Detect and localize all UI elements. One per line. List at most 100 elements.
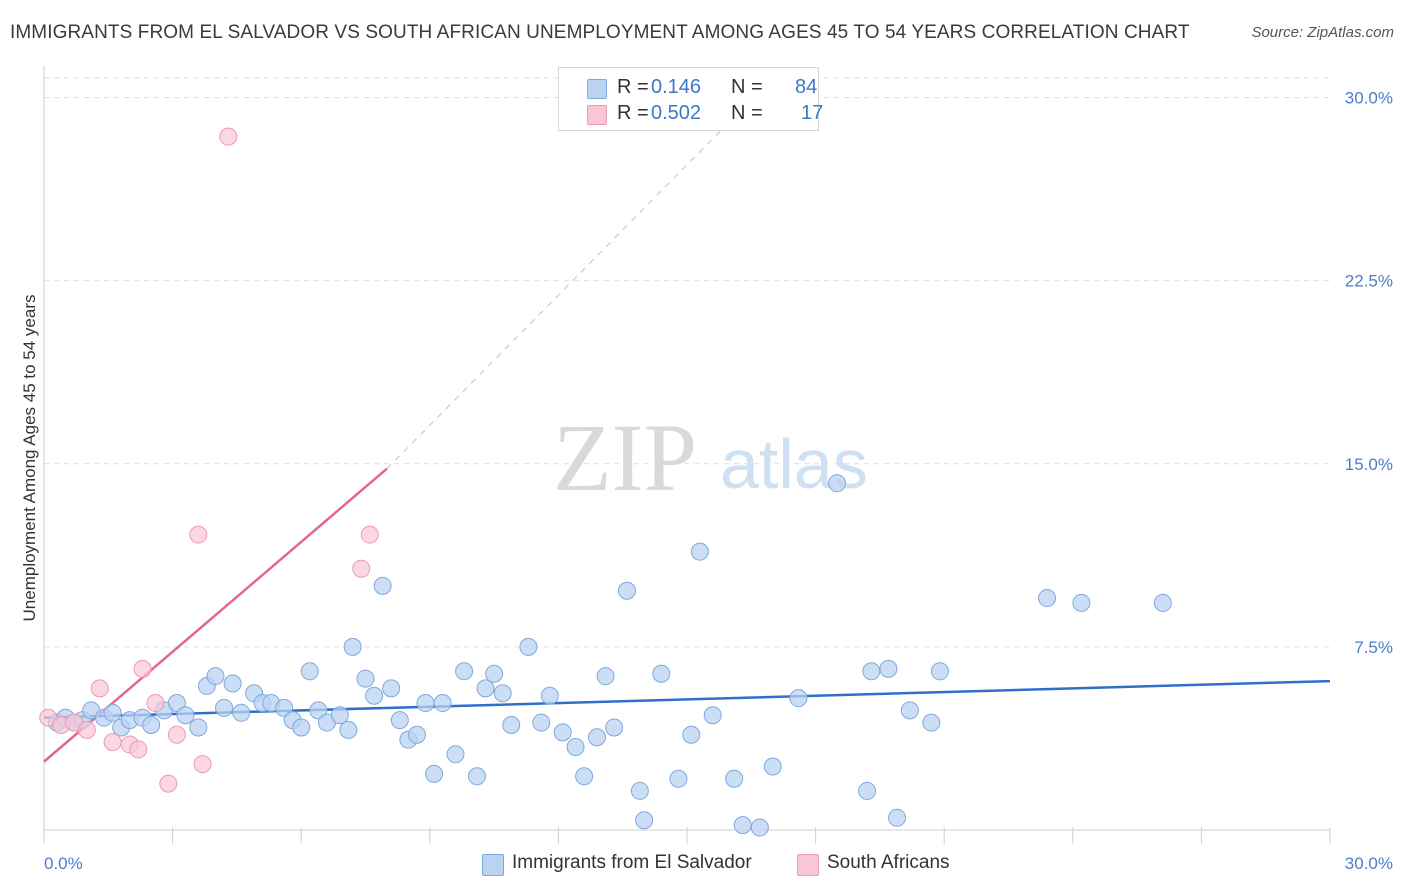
blue-point: [862, 662, 881, 681]
pink-point: [90, 679, 109, 698]
blue-point: [455, 662, 474, 681]
blue-point: [540, 686, 559, 705]
blue-point: [532, 713, 551, 732]
x-tick-label: 30.0%: [1345, 854, 1393, 873]
blue-point: [900, 701, 919, 720]
blue-point: [553, 723, 572, 742]
blue-point: [206, 667, 225, 686]
blue-point: [587, 728, 606, 747]
blue-point: [1072, 593, 1091, 612]
blue-point: [690, 542, 709, 561]
blue-point: [356, 669, 375, 688]
pink-point: [146, 694, 165, 713]
tick-labels: 7.5% 15.0% 22.5% 30.0% 0.0% 30.0%: [44, 89, 1393, 873]
blue-point: [828, 474, 847, 493]
pink-point: [360, 525, 379, 544]
y-tick-label: 30.0%: [1345, 89, 1393, 108]
blue-point: [275, 698, 294, 717]
blue-point: [605, 718, 624, 737]
legend-n-label: N =: [731, 76, 763, 98]
blue-point: [630, 781, 649, 800]
blue-point: [725, 769, 744, 788]
axes: [43, 66, 1331, 844]
watermark-atlas: atlas: [720, 425, 868, 503]
pink-point: [219, 127, 238, 146]
y-tick-label: 15.0%: [1345, 455, 1393, 474]
legend-n-label: N =: [731, 102, 763, 124]
correlation-legend: R = 0.146 N = 84 R = 0.502 N = 17: [558, 67, 823, 131]
legend-r-label: R =: [617, 76, 649, 98]
grid-lines: [44, 77, 1330, 648]
blue-point: [407, 725, 426, 744]
blue-point: [433, 694, 452, 713]
pink-point: [103, 733, 122, 752]
blue-point: [750, 818, 769, 837]
blue-point: [467, 767, 486, 786]
source-credit: Source: ZipAtlas.com: [1251, 24, 1394, 41]
pink-point: [352, 559, 371, 578]
blue-point: [390, 711, 409, 730]
blue-point: [103, 703, 122, 722]
blue-point: [330, 706, 349, 725]
blue-point: [292, 718, 311, 737]
legend-r-label: R =: [617, 102, 649, 124]
blue-point: [596, 667, 615, 686]
blue-trend-line: [43, 679, 1331, 719]
blue-point: [575, 767, 594, 786]
pink-point: [167, 725, 186, 744]
blue-point: [493, 684, 512, 703]
blue-point: [703, 706, 722, 725]
legend-n-value: 84: [795, 76, 818, 98]
blue-point: [446, 745, 465, 764]
blue-point: [189, 718, 208, 737]
data-points: [39, 127, 1172, 837]
legend-r-value: 0.146: [651, 76, 702, 98]
blue-point: [232, 703, 251, 722]
blue-point: [502, 716, 521, 735]
blue-point: [476, 679, 495, 698]
blue-point: [485, 664, 504, 683]
blue-point: [888, 808, 907, 827]
pink-point: [129, 740, 148, 759]
blue-point: [763, 757, 782, 776]
blue-point: [167, 694, 186, 713]
legend-swatch-pink: [587, 105, 607, 125]
chart-title: IMMIGRANTS FROM EL SALVADOR VS SOUTH AFR…: [10, 22, 1190, 43]
blue-point: [300, 662, 319, 681]
blue-point: [922, 713, 941, 732]
blue-point: [365, 686, 384, 705]
blue-point: [416, 694, 435, 713]
blue-point: [617, 581, 636, 600]
legend-label-pink: South Africans: [827, 852, 950, 873]
pink-point: [133, 659, 152, 678]
legend-swatch-pink: [797, 854, 819, 876]
blue-point: [223, 674, 242, 693]
blue-point: [519, 637, 538, 656]
blue-point: [733, 816, 752, 835]
pink-point: [193, 755, 212, 774]
legend-r-value: 0.502: [651, 102, 702, 124]
legend-swatch-blue: [587, 79, 607, 99]
pink-point: [159, 774, 178, 793]
blue-point: [339, 720, 358, 739]
blue-point: [309, 701, 328, 720]
pink-point: [77, 720, 96, 739]
blue-point: [1038, 589, 1057, 608]
x-tick-label: 0.0%: [44, 854, 83, 873]
blue-point: [142, 716, 161, 735]
blue-point: [789, 689, 808, 708]
legend-label-blue: Immigrants from El Salvador: [512, 852, 752, 873]
legend-swatch-blue: [482, 854, 504, 876]
blue-point: [879, 659, 898, 678]
pink-point: [189, 525, 208, 544]
blue-point: [566, 737, 585, 756]
watermark-zip: ZIP: [553, 404, 697, 511]
blue-point: [858, 781, 877, 800]
pink-trend-extension: [386, 77, 774, 470]
blue-point: [652, 664, 671, 683]
y-tick-label: 7.5%: [1354, 638, 1393, 657]
blue-point: [343, 637, 362, 656]
legend-n-value: 17: [801, 102, 824, 124]
blue-point: [1153, 593, 1172, 612]
